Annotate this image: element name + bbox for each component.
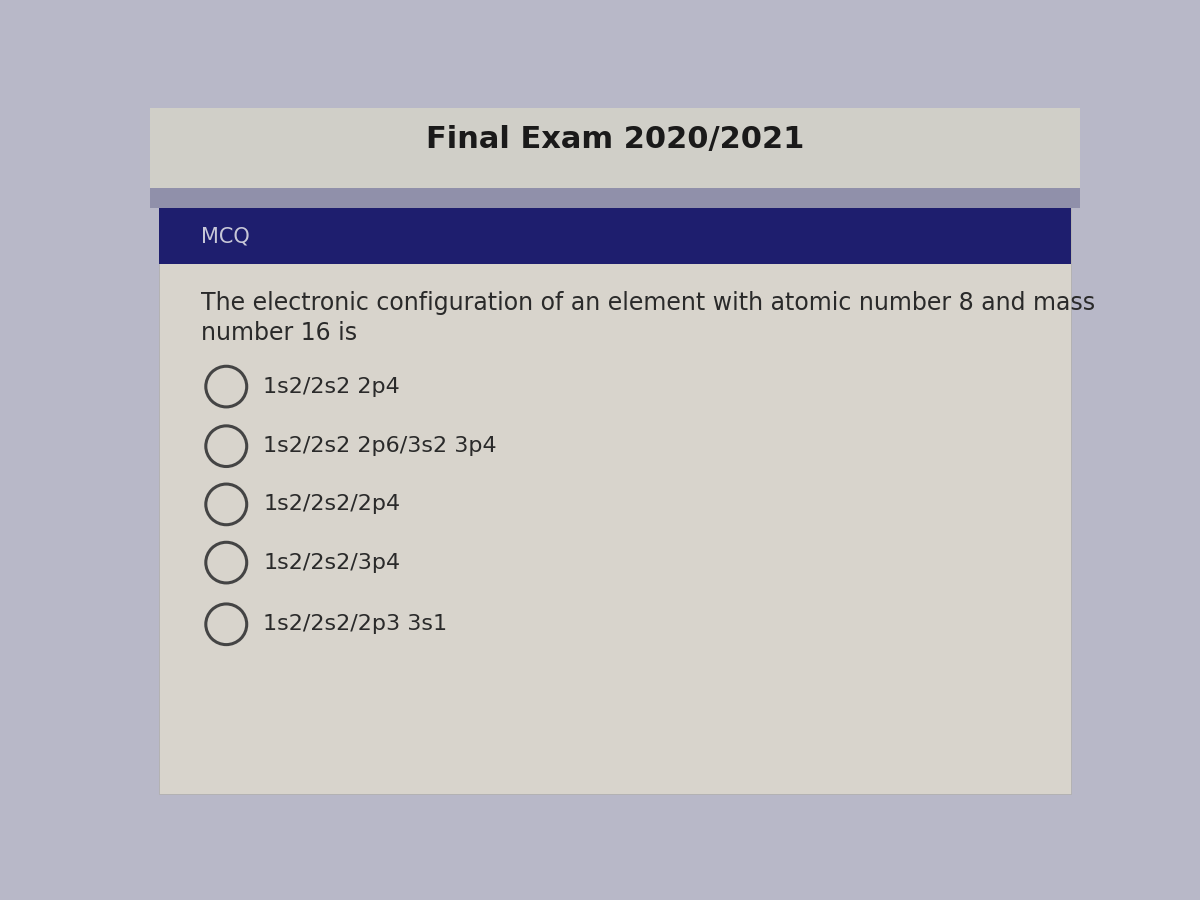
Text: number 16 is: number 16 is [202, 321, 358, 346]
Text: The electronic configuration of an element with atomic number 8 and mass: The electronic configuration of an eleme… [202, 292, 1096, 315]
Bar [160, 209, 1070, 264]
Bar [150, 84, 1080, 188]
Text: Final Exam 2020/2021: Final Exam 2020/2021 [426, 125, 804, 154]
Text: 1s2/2s2 2p6/3s2 3p4: 1s2/2s2 2p6/3s2 3p4 [264, 436, 497, 456]
Text: 1s2/2s2/2p4: 1s2/2s2/2p4 [264, 494, 401, 515]
Bar [150, 188, 1080, 209]
Text: MCQ: MCQ [202, 226, 250, 247]
Text: 1s2/2s2/2p3 3s1: 1s2/2s2/2p3 3s1 [264, 615, 448, 634]
Text: 1s2/2s2 2p4: 1s2/2s2 2p4 [264, 376, 401, 397]
Text: 1s2/2s2/3p4: 1s2/2s2/3p4 [264, 553, 401, 572]
Bar [160, 209, 1070, 794]
